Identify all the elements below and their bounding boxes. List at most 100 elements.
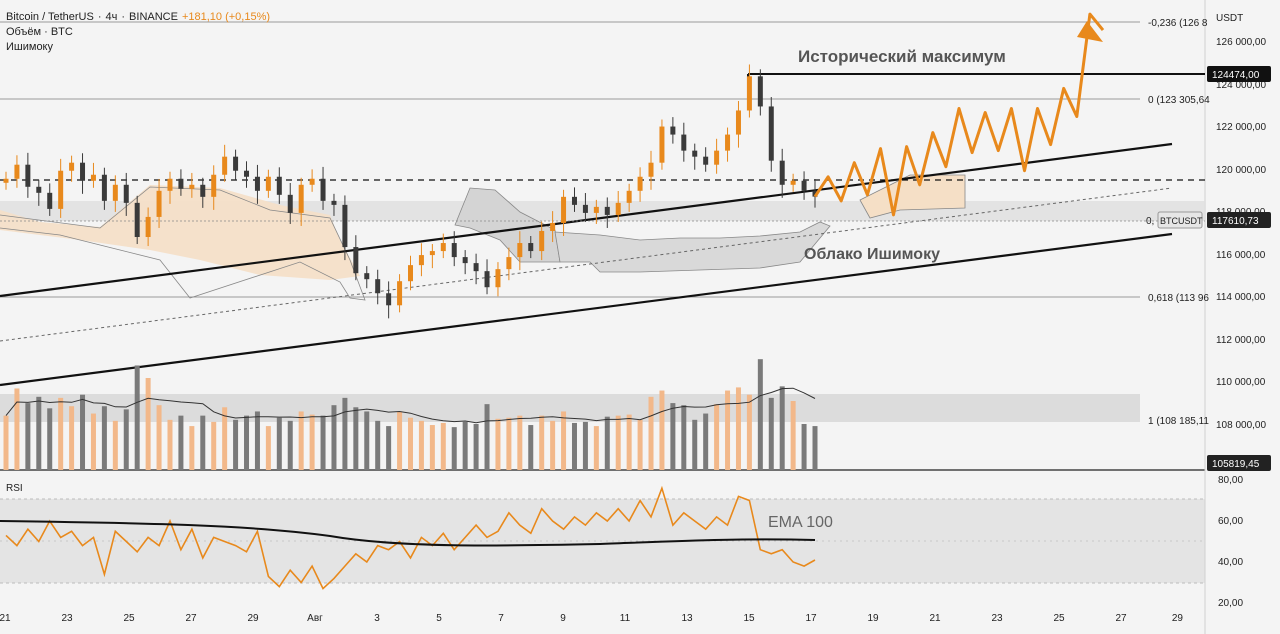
volume-bar (429, 425, 435, 470)
candle (593, 199, 599, 224)
price-change: +181,10 (+0,15%) (181, 11, 271, 23)
candle (429, 244, 435, 269)
channel-upper-line (0, 142, 1173, 298)
ichimoku-legend[interactable]: Ишимоку (6, 41, 53, 53)
candle (462, 250, 468, 275)
symbol-name[interactable]: Bitcoin / TetherUS (6, 11, 94, 23)
candle (757, 69, 763, 116)
time-tick: 19 (867, 613, 879, 624)
currency-label: USDT (1216, 13, 1243, 24)
volume-bar (440, 422, 446, 470)
interval[interactable]: 4ч (105, 11, 118, 23)
candle (123, 172, 129, 216)
volume-bars (3, 359, 818, 470)
candle (615, 191, 621, 222)
volume-band (0, 394, 1140, 422)
ichimoku-cloud-bull-1 (0, 185, 360, 280)
volume-bar (812, 426, 818, 470)
rsi-label: RSI (6, 483, 23, 494)
candle (69, 155, 75, 182)
forecast-arrowhead (1077, 21, 1103, 42)
volume-bar (757, 359, 763, 470)
channel-mid-line (0, 187, 1173, 342)
volume-bar (615, 415, 621, 470)
volume-bar (593, 426, 599, 470)
time-axis[interactable]: 21 23 25 27 29 Авг 3 5 7 9 11 13 15 17 19 21 23 25 27 29 (0, 613, 1183, 624)
volume-bar (714, 404, 720, 470)
volume-bar (801, 424, 807, 470)
volume-bar (309, 414, 315, 470)
candle (397, 274, 403, 313)
volume-bar (418, 420, 424, 470)
volume-bar (342, 397, 348, 470)
volume-bar (451, 427, 457, 470)
time-tick: 9 (560, 613, 566, 624)
ticker-badge-text: BTCUSDT (1160, 216, 1203, 226)
candle (495, 262, 501, 297)
candle (681, 122, 687, 162)
fib-label: 1 (108 185,11 (1148, 416, 1209, 427)
ichimoku-span-a (0, 186, 366, 301)
volume-bar (648, 396, 654, 470)
candle (506, 247, 512, 281)
price-tick: 108 000,00 (1216, 420, 1266, 431)
candle (200, 177, 206, 208)
bottom-badge-text: 105819,45 (1212, 459, 1260, 470)
volume-bar (167, 419, 173, 470)
rsi-tick: 20,00 (1218, 598, 1243, 609)
volume-bar (528, 425, 534, 470)
volume-bar (506, 417, 512, 470)
time-tick: 27 (1115, 613, 1127, 624)
time-tick: 23 (61, 613, 73, 624)
volume-bar (156, 405, 162, 470)
rsi-axis[interactable]: RSI 80,00 60,00 40,00 20,00 (6, 475, 1243, 609)
price-tick: 114 000,00 (1216, 292, 1266, 303)
candle (298, 177, 304, 226)
volume-bar (692, 419, 698, 470)
volume-bar (386, 426, 392, 470)
time-tick: 25 (1053, 613, 1065, 624)
candle (25, 152, 31, 198)
candle (364, 266, 370, 289)
volume-bar (112, 420, 118, 470)
ath-badge-text: 124474,00 (1212, 70, 1260, 81)
candle (473, 253, 479, 285)
candle (14, 155, 20, 188)
chart-header: Bitcoin / TetherUS · 4ч · BINANCE +181,10 (+0… (6, 11, 271, 23)
candle (648, 150, 654, 190)
volume-bar (495, 418, 501, 470)
time-tick: 17 (805, 613, 817, 624)
volume-bar (735, 387, 741, 470)
candle (561, 189, 567, 237)
ticker-badge (1157, 211, 1203, 229)
rsi-tick: 60,00 (1218, 516, 1243, 527)
ema100-line (0, 520, 816, 547)
candle (222, 144, 228, 182)
volume-bar (58, 397, 64, 470)
candle (418, 243, 424, 277)
volume-bar (101, 406, 107, 470)
ema-annotation: EMA 100 (768, 514, 833, 531)
volume-bar (189, 426, 195, 470)
volume-bar (768, 397, 774, 470)
volume-bar (582, 421, 588, 470)
volume-bar (47, 408, 53, 470)
volume-bar (681, 405, 687, 470)
volume-bar (320, 415, 326, 470)
fib-label: 0 (123 305,64 (1148, 95, 1210, 106)
volume-bar (626, 414, 632, 470)
rsi-band (0, 499, 1205, 583)
volume-bar (561, 411, 567, 470)
candle (342, 195, 348, 261)
volume-legend[interactable]: Объём · BTC (6, 26, 73, 38)
price-axis[interactable]: USDT 126 000,00 124 000,00 122 000,00 12… (1146, 13, 1271, 471)
time-tick: 7 (498, 613, 504, 624)
candle (779, 148, 785, 198)
current-price-badge-text: 117610,73 (1212, 216, 1259, 227)
candle (320, 166, 326, 210)
cloud-annotation: Облако Ишимоку (804, 246, 940, 263)
volume-bar (69, 406, 75, 470)
candles (3, 64, 818, 319)
